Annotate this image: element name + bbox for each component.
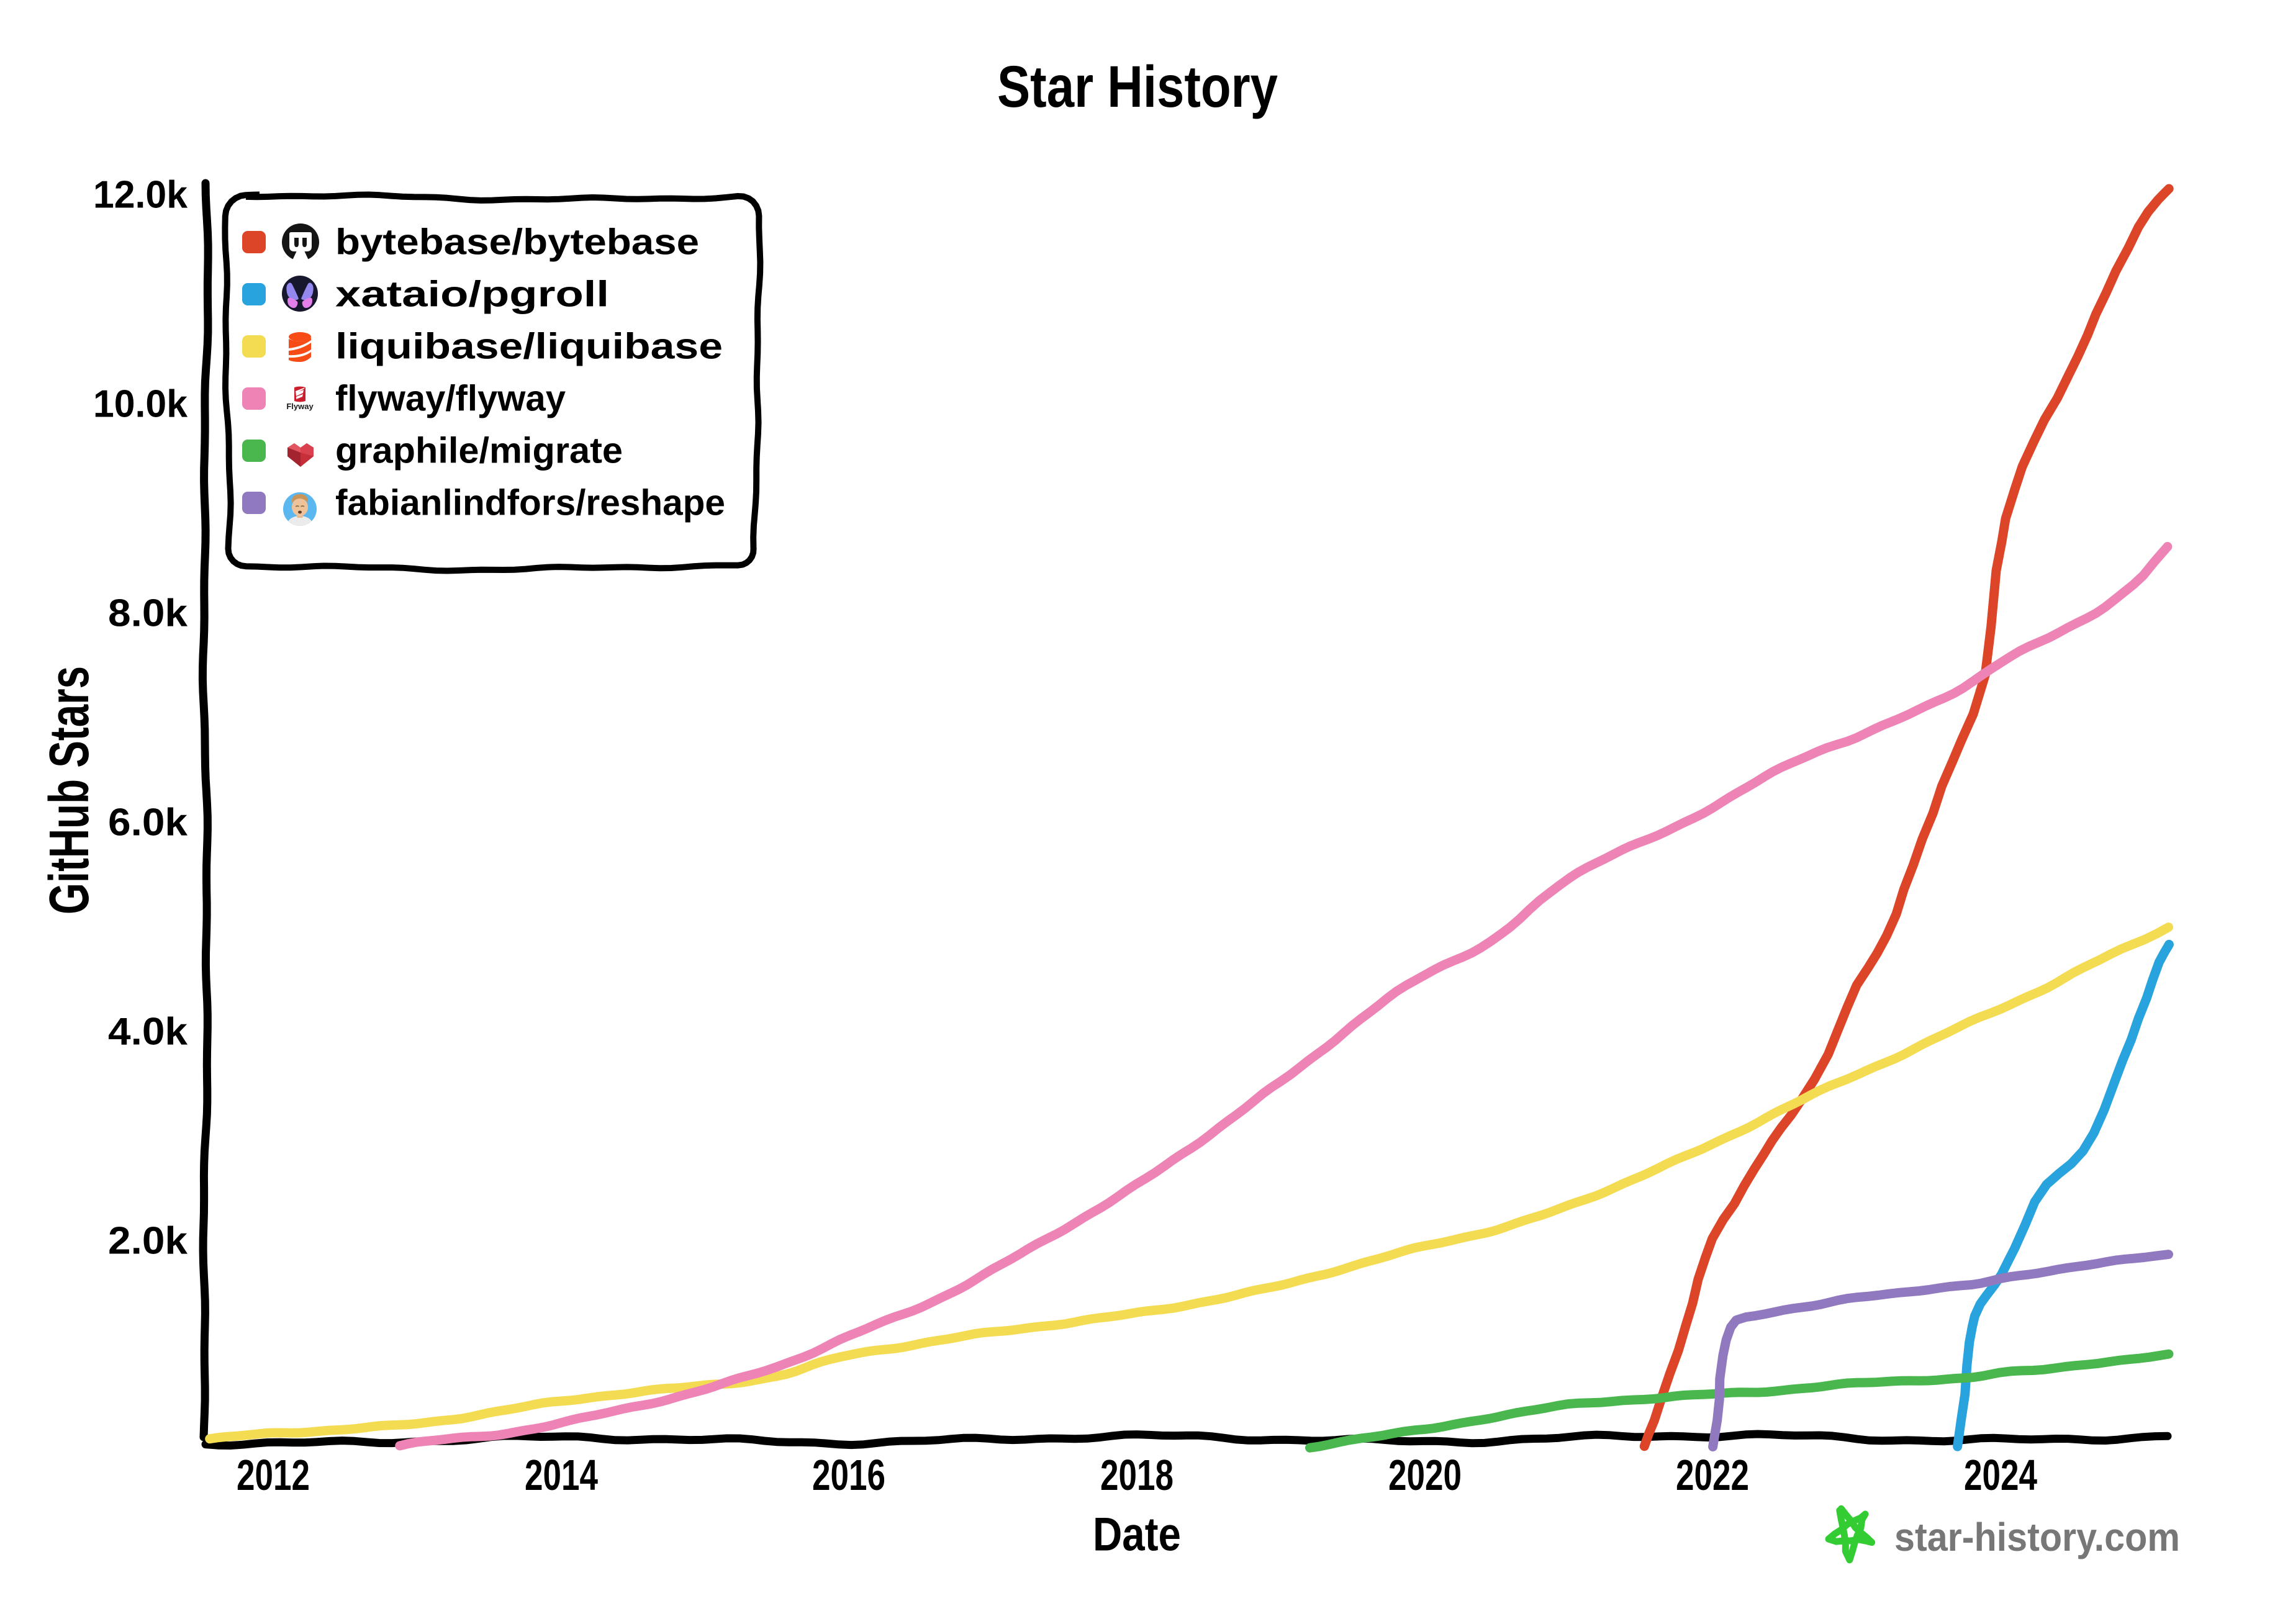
- svg-text:xataio/pgroll: xataio/pgroll: [335, 274, 609, 315]
- svg-text:6.0k: 6.0k: [108, 801, 188, 844]
- svg-text:liquibase/liquibase: liquibase/liquibase: [335, 327, 723, 367]
- svg-text:2014: 2014: [525, 1451, 598, 1499]
- svg-text:Date: Date: [1093, 1509, 1181, 1561]
- svg-text:2018: 2018: [1100, 1451, 1174, 1499]
- svg-text:2012: 2012: [237, 1451, 310, 1499]
- svg-text:flyway/flyway: flyway/flyway: [335, 379, 566, 419]
- svg-text:2.0k: 2.0k: [108, 1220, 188, 1263]
- svg-text:star-history.com: star-history.com: [1894, 1515, 2180, 1559]
- svg-text:4.0k: 4.0k: [108, 1011, 188, 1053]
- svg-text:10.0k: 10.0k: [93, 383, 188, 426]
- svg-text:fabianlindfors/reshape: fabianlindfors/reshape: [335, 483, 725, 523]
- svg-text:bytebase/bytebase: bytebase/bytebase: [335, 222, 699, 263]
- svg-text:Star History: Star History: [997, 54, 1278, 120]
- svg-text:2024: 2024: [1964, 1451, 2037, 1499]
- svg-text:2020: 2020: [1388, 1451, 1462, 1499]
- svg-text:8.0k: 8.0k: [108, 592, 188, 635]
- svg-text:2016: 2016: [812, 1451, 885, 1499]
- svg-text:graphile/migrate: graphile/migrate: [335, 431, 623, 471]
- svg-text:2022: 2022: [1676, 1451, 1749, 1499]
- svg-text:12.0k: 12.0k: [93, 174, 188, 217]
- svg-text:Flyway: Flyway: [286, 402, 314, 411]
- svg-text:GitHub Stars: GitHub Stars: [38, 666, 101, 914]
